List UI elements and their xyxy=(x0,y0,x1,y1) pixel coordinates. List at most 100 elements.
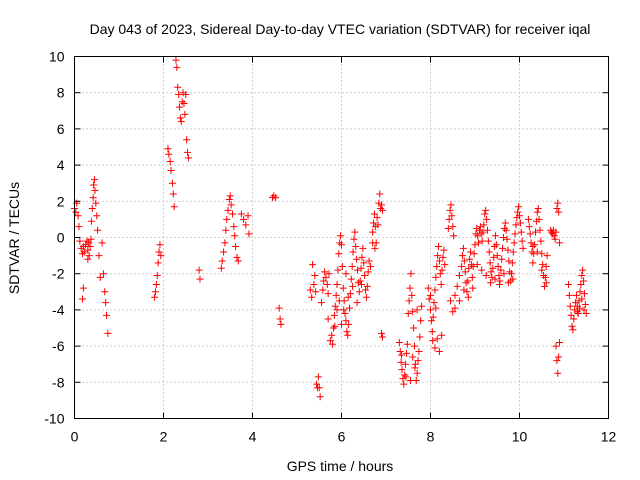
data-point xyxy=(460,257,468,265)
data-point xyxy=(176,103,184,111)
data-point xyxy=(167,167,175,175)
y-tick-label: 8 xyxy=(57,85,65,101)
data-point xyxy=(542,279,550,287)
data-point xyxy=(553,205,561,213)
data-point xyxy=(157,252,165,260)
data-point xyxy=(345,320,353,328)
y-tick-label: -2 xyxy=(52,266,65,282)
data-point xyxy=(515,203,523,211)
data-point xyxy=(427,306,434,314)
data-point xyxy=(402,373,410,381)
data-point xyxy=(487,279,495,287)
data-point xyxy=(182,91,190,99)
data-point xyxy=(153,272,161,280)
data-point xyxy=(490,253,498,261)
data-point xyxy=(165,150,173,158)
data-point xyxy=(352,243,360,251)
data-point xyxy=(324,315,332,323)
data-point xyxy=(440,246,448,254)
data-point xyxy=(333,281,341,289)
data-point xyxy=(196,275,204,283)
data-point xyxy=(531,241,539,249)
data-point xyxy=(101,288,109,296)
data-point xyxy=(75,223,83,231)
data-point xyxy=(464,277,472,285)
data-point xyxy=(346,290,354,298)
data-point xyxy=(475,226,483,234)
data-point xyxy=(428,328,436,336)
data-point xyxy=(87,217,95,225)
data-point xyxy=(478,237,486,245)
data-point xyxy=(378,201,386,209)
data-point xyxy=(491,232,499,240)
data-point xyxy=(181,110,189,118)
axis-ticks xyxy=(74,56,609,419)
data-point xyxy=(340,306,348,314)
data-point xyxy=(535,215,543,223)
data-point xyxy=(572,291,580,299)
data-point xyxy=(551,235,559,243)
data-point xyxy=(433,262,441,270)
data-point xyxy=(446,206,454,214)
data-point xyxy=(455,272,463,280)
data-point xyxy=(104,329,112,337)
y-tick-label: -10 xyxy=(44,411,64,427)
data-point xyxy=(552,228,560,236)
data-point xyxy=(172,56,180,64)
data-point xyxy=(478,266,486,274)
data-point xyxy=(325,270,333,278)
data-point xyxy=(319,286,327,294)
data-point xyxy=(548,230,556,238)
data-point xyxy=(365,257,373,265)
data-point xyxy=(334,266,342,274)
data-point xyxy=(91,186,99,194)
data-point xyxy=(541,273,549,281)
y-tick-label: -6 xyxy=(52,338,65,354)
data-point xyxy=(492,241,500,249)
data-point xyxy=(240,215,248,223)
data-point xyxy=(517,228,525,236)
data-point xyxy=(494,262,502,270)
data-point xyxy=(377,205,385,213)
data-point xyxy=(80,248,88,256)
data-point xyxy=(503,235,511,243)
data-point xyxy=(400,380,408,388)
data-point xyxy=(346,304,354,312)
data-point xyxy=(337,232,345,240)
y-tick-label: 4 xyxy=(57,157,65,173)
data-point xyxy=(574,310,582,318)
data-point xyxy=(518,237,526,245)
data-point xyxy=(413,306,421,314)
data-point xyxy=(425,295,433,303)
data-point xyxy=(85,252,93,260)
data-point xyxy=(450,232,458,240)
data-point xyxy=(475,239,483,247)
data-point xyxy=(529,243,537,251)
data-point xyxy=(230,223,238,231)
data-point xyxy=(315,384,323,392)
data-point xyxy=(536,226,544,234)
data-point xyxy=(222,226,230,234)
data-point xyxy=(336,239,344,247)
data-point xyxy=(408,291,416,299)
data-point xyxy=(224,206,232,214)
data-point xyxy=(525,223,533,231)
data-point xyxy=(93,212,101,220)
data-point xyxy=(471,241,479,249)
data-point xyxy=(410,324,418,332)
data-point xyxy=(447,201,455,209)
data-point xyxy=(524,215,532,223)
data-point xyxy=(362,286,370,294)
data-point xyxy=(237,210,245,218)
data-point xyxy=(512,221,520,229)
data-point xyxy=(438,266,446,274)
data-point xyxy=(533,208,541,216)
data-point xyxy=(89,194,97,202)
data-point xyxy=(567,311,575,319)
data-point xyxy=(491,275,499,283)
data-point xyxy=(79,250,87,258)
data-point xyxy=(409,308,417,316)
data-point xyxy=(445,215,453,223)
y-tick-label: -8 xyxy=(52,374,65,390)
data-point xyxy=(343,328,351,336)
